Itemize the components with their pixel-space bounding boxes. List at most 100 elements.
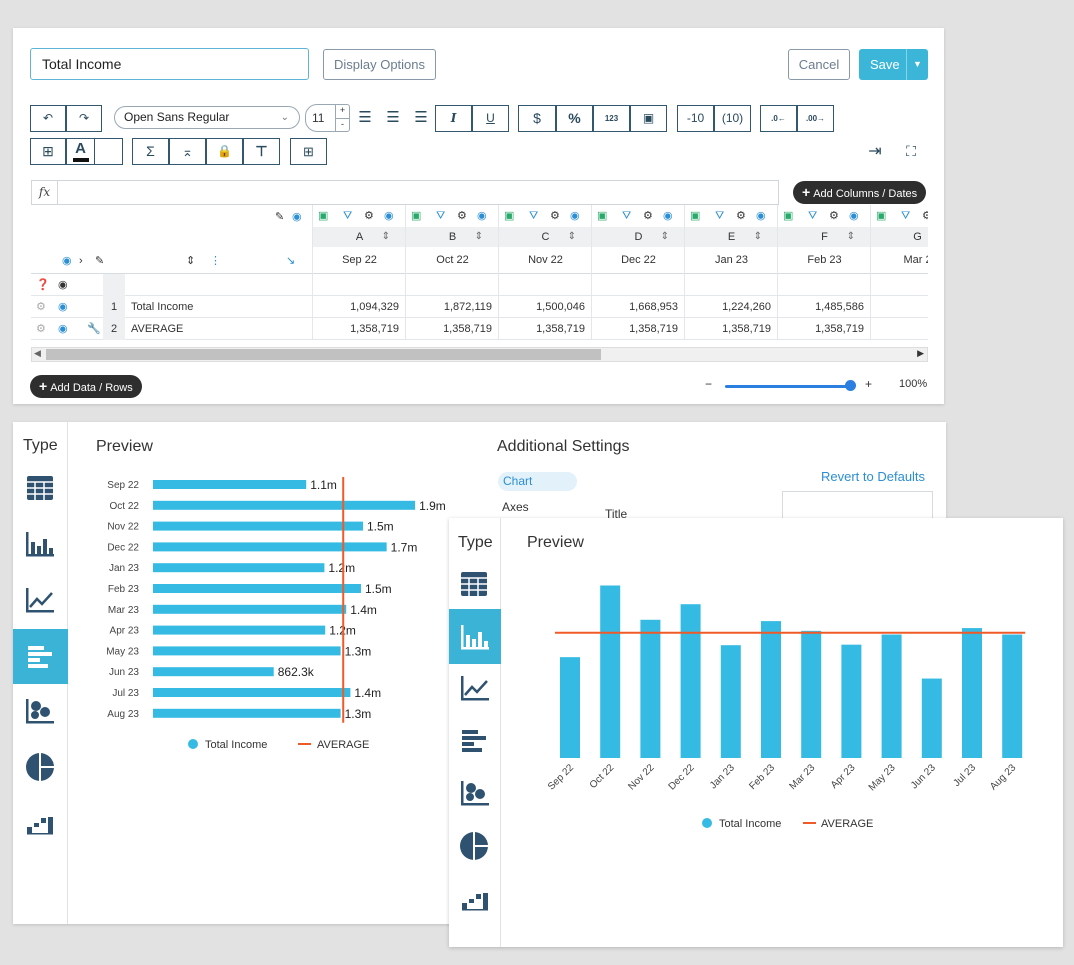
format-painter-icon[interactable]: ⊤ xyxy=(243,138,280,165)
grid-cell[interactable]: 1,36 xyxy=(871,296,928,318)
grid-column[interactable]: ▣ ⛛ ⚙ ◉ A ⇕ Sep 22 1,094,329 1,358,719 xyxy=(312,205,406,340)
grid-cell[interactable]: 1,668,953 xyxy=(592,296,685,318)
column-letter[interactable]: E ⇕ xyxy=(685,227,778,247)
edit-icon[interactable]: ✎ xyxy=(275,211,285,223)
grid-cell[interactable]: 1,358,719 xyxy=(592,318,685,340)
redo-icon[interactable]: ↷ xyxy=(66,105,102,132)
chart-type-waterfall[interactable] xyxy=(449,873,501,928)
negative-parentheses-button[interactable]: (10) xyxy=(714,105,751,132)
borders-icon[interactable]: ⊞ xyxy=(30,138,66,165)
column-letter[interactable]: B ⇕ xyxy=(406,227,499,247)
bar[interactable] xyxy=(600,585,621,758)
bar[interactable] xyxy=(640,619,661,758)
filter-icon[interactable]: ⛛ xyxy=(436,210,446,222)
eye-icon[interactable]: ◉ xyxy=(570,210,580,222)
bar[interactable] xyxy=(153,625,326,635)
zoom-slider-track[interactable] xyxy=(725,385,851,388)
bar[interactable] xyxy=(801,630,822,758)
cancel-button[interactable]: Cancel xyxy=(788,49,850,80)
chart-type-column[interactable] xyxy=(13,518,68,573)
grid-cell[interactable]: 1,35 xyxy=(871,318,928,340)
bar[interactable] xyxy=(153,542,387,552)
grid-column[interactable]: ▣ ⛛ ⚙ ◉ F ⇕ Feb 23 1,485,586 1,358,719 xyxy=(777,205,871,340)
eye-icon[interactable]: ◉ xyxy=(58,301,68,313)
revert-to-defaults-link[interactable]: Revert to Defaults xyxy=(821,469,926,484)
increase-decimals-button[interactable]: .00→ xyxy=(797,105,834,132)
fullscreen-icon[interactable]: ⛶ xyxy=(906,143,916,159)
sort-icon[interactable]: ⇕ xyxy=(186,255,196,267)
grid-column[interactable]: ▣ ⛛ ⚙ ◉ C ⇕ Nov 22 1,500,046 1,358,719 xyxy=(498,205,592,340)
scrollbar-thumb[interactable] xyxy=(46,349,601,360)
grid-cell[interactable]: 1,358,719 xyxy=(406,318,499,340)
column-letter[interactable]: A ⇕ xyxy=(313,227,406,247)
column-letter[interactable]: D ⇕ xyxy=(592,227,685,247)
grid-cell[interactable] xyxy=(313,274,406,296)
text-color-icon[interactable]: A xyxy=(66,138,94,165)
sort-icon[interactable]: ⇕ xyxy=(567,231,576,242)
calendar-refresh-icon[interactable]: ▣ xyxy=(504,210,515,222)
decrement-icon[interactable]: - xyxy=(335,118,349,131)
calendar-icon[interactable]: ▣ xyxy=(630,105,667,132)
tab-axes[interactable]: Axes xyxy=(502,500,529,514)
grid-column[interactable]: ▣ ⛛ ⚙ ◉ D ⇕ Dec 22 1,668,953 1,358,719 xyxy=(591,205,685,340)
gear-icon[interactable]: ⚙ xyxy=(36,323,46,335)
grid-column[interactable]: ▣ ⛛ ⚙ ◉ E ⇕ Jan 23 1,224,260 1,358,719 xyxy=(684,205,778,340)
grid-cell[interactable]: 1,358,719 xyxy=(499,318,592,340)
gear-icon[interactable]: ⚙ xyxy=(922,210,928,222)
calendar-refresh-icon[interactable]: ▣ xyxy=(318,210,329,222)
eye-icon[interactable]: ◉ xyxy=(849,210,859,222)
bar[interactable] xyxy=(841,644,862,758)
number-format-button[interactable]: 123 xyxy=(593,105,630,132)
hierarchy-icon[interactable]: ⋮ xyxy=(210,255,221,267)
chart-type-waterfall[interactable] xyxy=(13,796,68,851)
filter-icon[interactable]: ⛛ xyxy=(343,210,353,222)
grid-cell[interactable]: 1,500,046 xyxy=(499,296,592,318)
grid-cell[interactable] xyxy=(406,274,499,296)
bar[interactable] xyxy=(560,657,580,758)
tab-chart[interactable]: Chart xyxy=(498,472,577,491)
font-size-stepper[interactable]: 11 + - xyxy=(305,104,350,132)
gear-icon[interactable]: ⚙ xyxy=(736,210,746,222)
sort-icon[interactable]: ⇕ xyxy=(660,231,669,242)
scroll-right-icon[interactable]: ▶ xyxy=(917,348,924,358)
bar[interactable] xyxy=(153,646,341,656)
calendar-refresh-icon[interactable]: ▣ xyxy=(876,210,887,222)
chart-type-scatter[interactable] xyxy=(13,685,68,740)
percent-format-button[interactable]: % xyxy=(556,105,593,132)
chevron-right-icon[interactable]: › xyxy=(79,255,83,267)
chart-type-line[interactable] xyxy=(13,574,68,629)
zoom-slider-handle[interactable] xyxy=(845,380,856,391)
add-rows-button[interactable]: + Add Data / Rows xyxy=(30,375,142,398)
filter-icon[interactable]: ⛛ xyxy=(715,210,725,222)
table-row[interactable]: ⚙ ◉ 1 Total Income xyxy=(31,296,312,318)
bar[interactable] xyxy=(1002,634,1023,758)
grid-cell[interactable]: 1,224,260 xyxy=(685,296,778,318)
bar[interactable] xyxy=(153,708,341,718)
bar[interactable] xyxy=(921,678,942,758)
horizontal-scrollbar[interactable]: ◀ ▶ xyxy=(31,347,928,362)
eye-icon[interactable]: ◉ xyxy=(384,210,394,222)
bar[interactable] xyxy=(761,621,781,758)
series-name-input[interactable]: Total Income xyxy=(30,48,309,80)
gear-icon[interactable]: ⚙ xyxy=(457,210,467,222)
wrench-icon[interactable]: 🔧 xyxy=(87,323,101,335)
bar[interactable] xyxy=(153,500,416,510)
chart-type-scatter[interactable] xyxy=(449,768,501,823)
fill-color-swatch[interactable] xyxy=(94,138,123,165)
grid-cell[interactable]: 1,358,719 xyxy=(778,318,871,340)
filter-icon[interactable]: ⛛ xyxy=(901,210,911,222)
grid-cell[interactable]: 1,358,719 xyxy=(685,318,778,340)
bar[interactable] xyxy=(153,688,351,697)
gear-icon[interactable]: ⚙ xyxy=(36,301,46,313)
grid-cell[interactable]: 1,485,586 xyxy=(778,296,871,318)
formula-bar[interactable]: fx xyxy=(31,180,779,205)
gear-icon[interactable]: ⚙ xyxy=(364,210,374,222)
column-letter[interactable]: C ⇕ xyxy=(499,227,592,247)
column-letter[interactable]: G⇕ xyxy=(871,227,928,247)
chart-type-bar[interactable] xyxy=(13,629,68,684)
grid-cell[interactable] xyxy=(778,274,871,296)
gear-icon[interactable]: ⚙ xyxy=(550,210,560,222)
arrow-down-right-icon[interactable]: ↘ xyxy=(286,255,296,267)
calendar-refresh-icon[interactable]: ▣ xyxy=(690,210,701,222)
chart-type-table[interactable] xyxy=(449,558,501,613)
